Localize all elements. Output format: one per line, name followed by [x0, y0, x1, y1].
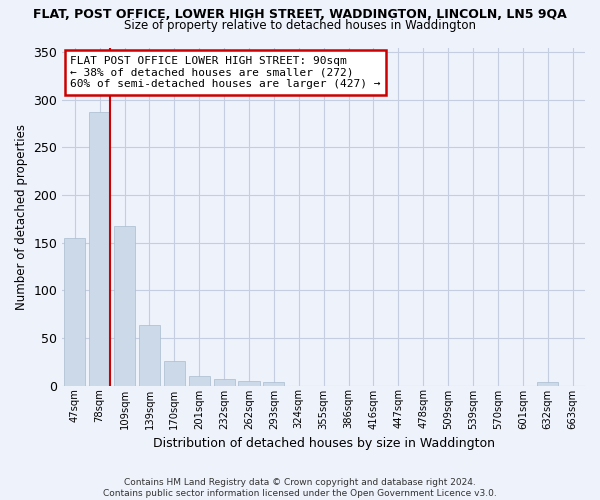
Text: FLAT POST OFFICE LOWER HIGH STREET: 90sqm
← 38% of detached houses are smaller (: FLAT POST OFFICE LOWER HIGH STREET: 90sq…	[70, 56, 380, 89]
Bar	[188, 376, 210, 386]
Bar	[263, 382, 284, 386]
Bar	[238, 381, 260, 386]
Bar	[214, 379, 235, 386]
Bar	[89, 112, 110, 386]
Text: Contains HM Land Registry data © Crown copyright and database right 2024.
Contai: Contains HM Land Registry data © Crown c…	[103, 478, 497, 498]
Bar	[537, 382, 558, 386]
Bar	[64, 238, 85, 386]
Bar	[114, 226, 135, 386]
X-axis label: Distribution of detached houses by size in Waddington: Distribution of detached houses by size …	[152, 437, 494, 450]
Text: FLAT, POST OFFICE, LOWER HIGH STREET, WADDINGTON, LINCOLN, LN5 9QA: FLAT, POST OFFICE, LOWER HIGH STREET, WA…	[33, 8, 567, 20]
Text: Size of property relative to detached houses in Waddington: Size of property relative to detached ho…	[124, 18, 476, 32]
Y-axis label: Number of detached properties: Number of detached properties	[15, 124, 28, 310]
Bar	[164, 361, 185, 386]
Bar	[139, 324, 160, 386]
